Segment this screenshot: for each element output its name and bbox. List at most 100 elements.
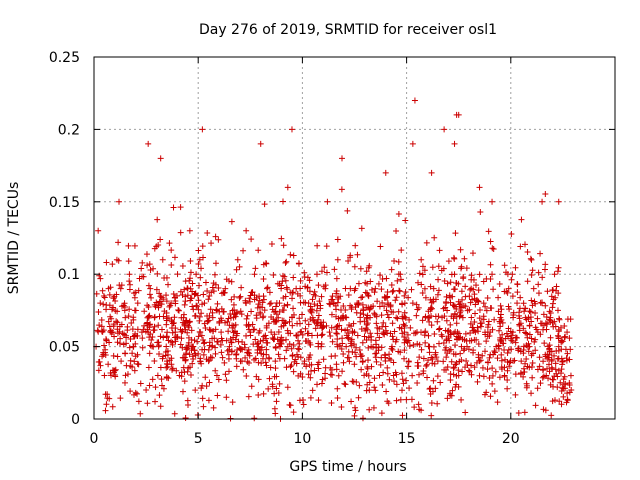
data-point bbox=[145, 364, 152, 371]
data-point bbox=[313, 320, 320, 327]
data-point bbox=[447, 376, 454, 383]
data-point bbox=[562, 380, 569, 387]
data-point bbox=[126, 306, 133, 313]
data-point bbox=[485, 228, 492, 235]
data-point bbox=[468, 371, 475, 378]
data-point bbox=[185, 402, 192, 409]
data-point bbox=[532, 402, 539, 409]
data-point bbox=[400, 321, 407, 328]
data-point bbox=[216, 318, 223, 325]
data-point bbox=[96, 322, 103, 329]
data-point bbox=[127, 357, 134, 364]
data-point bbox=[308, 332, 315, 339]
data-point bbox=[370, 344, 376, 351]
data-point bbox=[209, 342, 216, 349]
data-point bbox=[308, 361, 315, 368]
data-point bbox=[530, 350, 537, 357]
data-point bbox=[343, 343, 350, 350]
data-point bbox=[404, 339, 411, 346]
data-point bbox=[455, 367, 462, 374]
data-point bbox=[363, 268, 370, 275]
data-point bbox=[151, 245, 158, 252]
data-point bbox=[428, 299, 435, 306]
data-point bbox=[489, 198, 496, 205]
data-point bbox=[297, 299, 304, 306]
data-point bbox=[127, 388, 134, 395]
data-point bbox=[146, 382, 153, 389]
data-point bbox=[440, 339, 447, 346]
data-point bbox=[111, 333, 118, 340]
data-point bbox=[192, 291, 199, 298]
data-point bbox=[166, 357, 173, 364]
data-point bbox=[334, 299, 341, 306]
data-point bbox=[116, 323, 123, 330]
data-point bbox=[505, 333, 512, 340]
data-point bbox=[225, 328, 232, 335]
data-point bbox=[404, 331, 411, 338]
data-point bbox=[433, 354, 440, 361]
data-point bbox=[308, 367, 315, 374]
data-point bbox=[95, 227, 102, 234]
data-point bbox=[218, 349, 225, 356]
data-point bbox=[187, 371, 194, 378]
data-point bbox=[544, 365, 551, 372]
data-point bbox=[263, 362, 270, 369]
data-point bbox=[263, 322, 270, 329]
data-point bbox=[148, 336, 155, 343]
data-point bbox=[214, 338, 221, 345]
data-point bbox=[121, 307, 128, 314]
data-point bbox=[512, 264, 519, 271]
data-point bbox=[297, 320, 304, 327]
data-point bbox=[426, 349, 433, 356]
data-point bbox=[215, 236, 222, 243]
data-point bbox=[166, 303, 173, 310]
data-point bbox=[389, 320, 396, 327]
data-point bbox=[127, 281, 134, 288]
data-point bbox=[415, 401, 422, 408]
data-point bbox=[175, 307, 182, 314]
data-point bbox=[397, 396, 404, 403]
data-point bbox=[418, 346, 425, 353]
data-point bbox=[122, 314, 129, 321]
data-point bbox=[173, 367, 180, 374]
data-point bbox=[555, 333, 562, 340]
data-point bbox=[442, 298, 449, 305]
data-point bbox=[326, 300, 333, 307]
data-point bbox=[160, 313, 167, 320]
data-point bbox=[243, 372, 250, 379]
data-point bbox=[542, 353, 549, 360]
data-point bbox=[554, 307, 561, 314]
data-point bbox=[395, 258, 402, 265]
data-point bbox=[523, 380, 530, 387]
data-point bbox=[98, 317, 105, 324]
data-point bbox=[428, 169, 435, 176]
data-point bbox=[410, 342, 417, 349]
data-point bbox=[333, 275, 340, 282]
data-point bbox=[307, 394, 314, 401]
data-point bbox=[334, 330, 341, 337]
data-point bbox=[549, 304, 556, 311]
data-point bbox=[476, 315, 483, 322]
data-point bbox=[516, 322, 523, 329]
data-point bbox=[192, 387, 199, 394]
data-point bbox=[428, 400, 435, 407]
data-point bbox=[229, 399, 236, 406]
data-point bbox=[207, 354, 214, 361]
data-point bbox=[391, 378, 398, 385]
data-point bbox=[357, 318, 364, 325]
data-point bbox=[207, 327, 214, 334]
data-point bbox=[463, 265, 470, 272]
data-point bbox=[393, 397, 400, 404]
data-point bbox=[275, 329, 282, 336]
data-point bbox=[478, 320, 485, 327]
data-point bbox=[416, 354, 423, 361]
data-point bbox=[170, 320, 177, 327]
data-point bbox=[391, 258, 398, 265]
x-tick-label: 20 bbox=[502, 431, 520, 447]
data-point bbox=[504, 289, 511, 296]
data-point bbox=[320, 283, 327, 290]
data-point bbox=[273, 318, 280, 325]
data-point bbox=[556, 315, 563, 322]
data-point bbox=[154, 270, 161, 277]
data-point bbox=[476, 271, 483, 278]
